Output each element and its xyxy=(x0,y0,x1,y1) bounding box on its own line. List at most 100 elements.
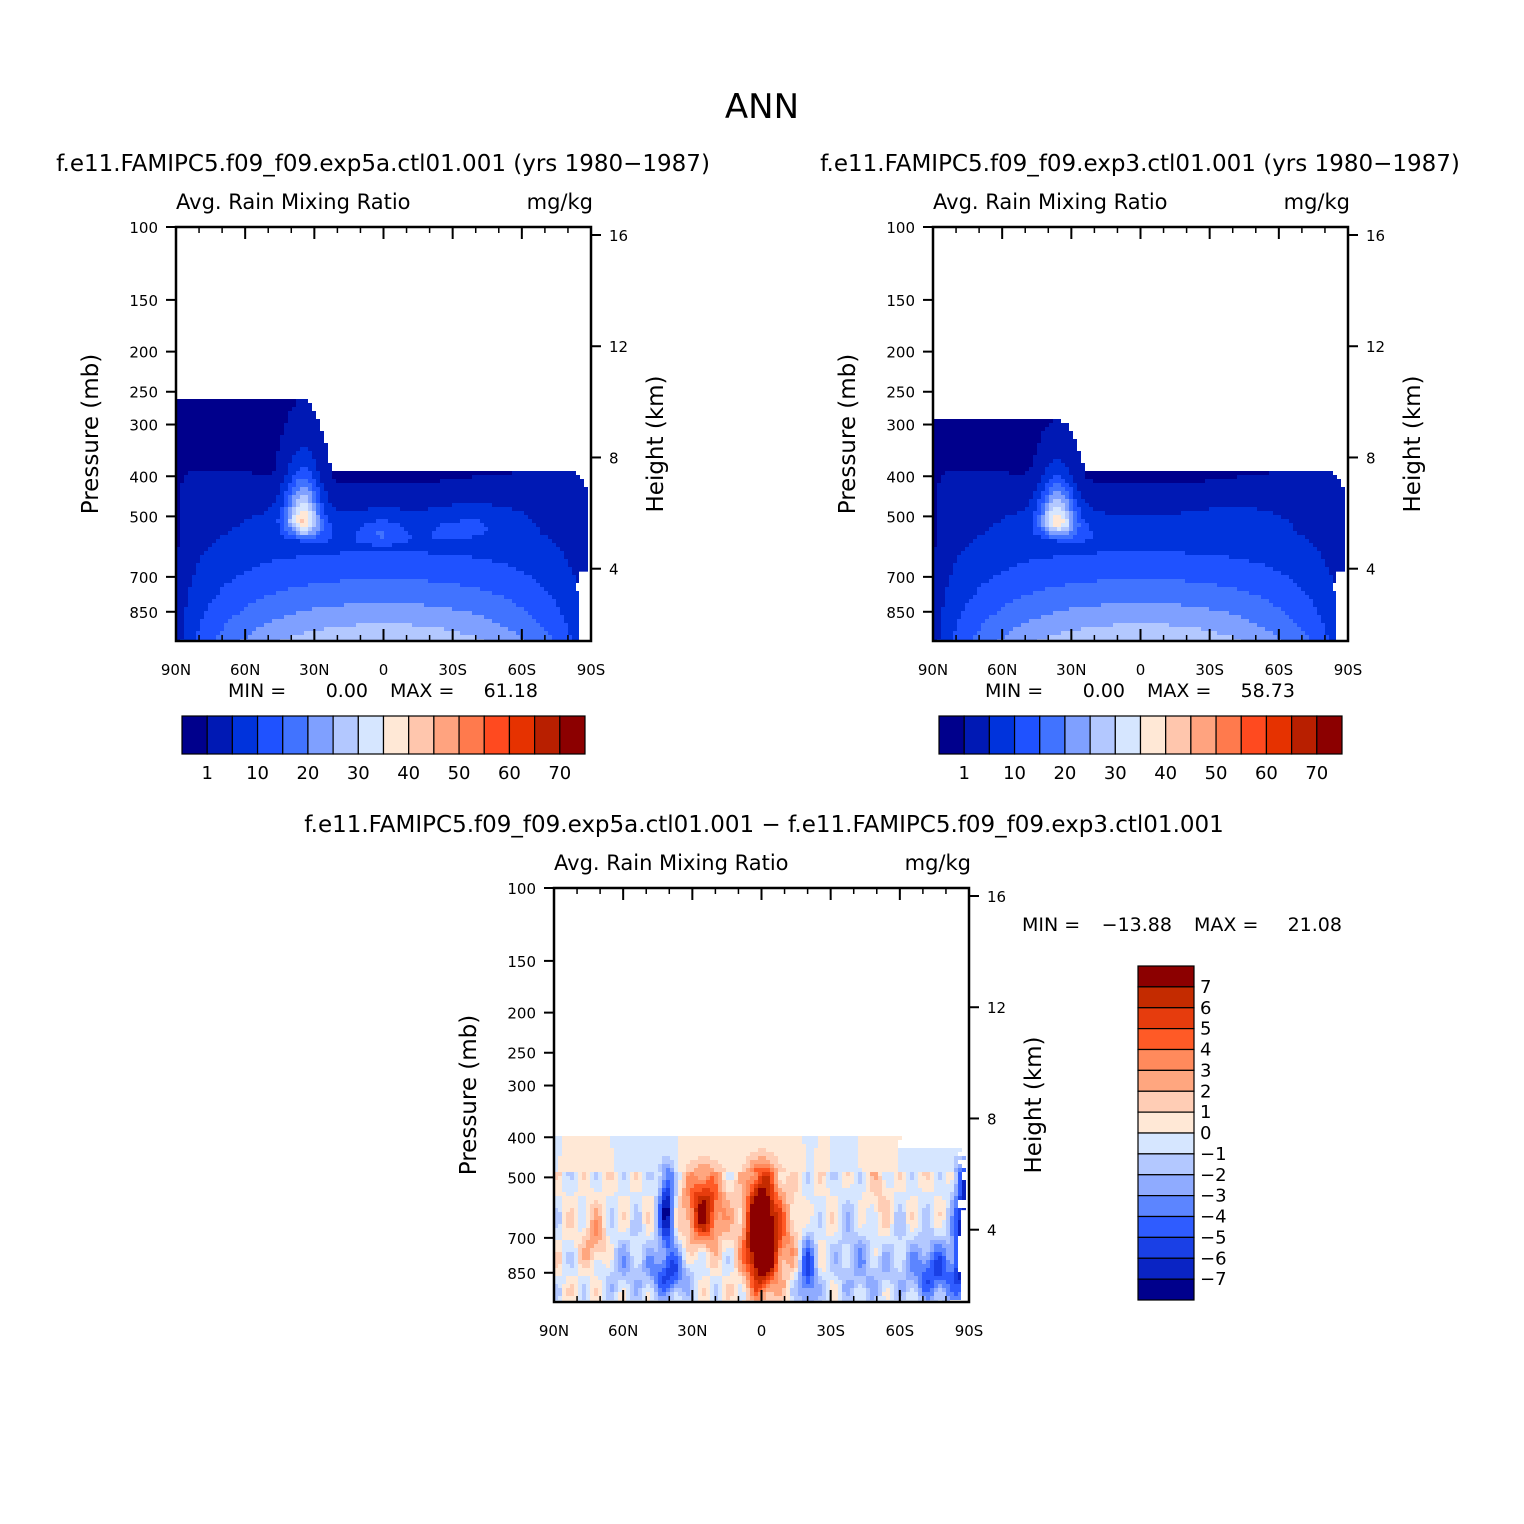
field-cell xyxy=(746,1216,750,1220)
field-cell xyxy=(806,1176,810,1180)
field-cell xyxy=(678,1136,802,1140)
field-cell xyxy=(1113,623,1169,627)
field-cell xyxy=(798,1172,802,1176)
field-cell xyxy=(814,1176,818,1180)
field-cell xyxy=(934,1188,954,1192)
field-cell xyxy=(1069,507,1073,511)
field-cell xyxy=(746,1212,750,1216)
field-cell xyxy=(312,511,316,515)
field-cell xyxy=(568,563,588,567)
field-cell xyxy=(424,603,516,607)
field-cell xyxy=(568,559,588,563)
field-cell xyxy=(802,1252,806,1256)
field-cell xyxy=(710,1256,722,1260)
field-cell xyxy=(894,1248,906,1252)
field-cell xyxy=(770,1188,774,1192)
field-cell xyxy=(906,1280,914,1284)
field-cell xyxy=(730,1296,738,1300)
field-cell xyxy=(654,1236,658,1240)
field-cell xyxy=(838,1204,842,1208)
plot-title: Avg. Rain Mixing Ratio xyxy=(176,190,411,214)
field-cell xyxy=(806,1224,818,1228)
field-cell xyxy=(790,1220,794,1224)
field-cell xyxy=(710,1268,722,1272)
field-cell xyxy=(292,499,296,503)
field-cell xyxy=(933,443,1037,447)
field-cell xyxy=(910,1288,914,1292)
field-cell xyxy=(562,1148,614,1152)
field-cell xyxy=(714,1292,718,1296)
field-cell xyxy=(714,1216,718,1220)
field-cell xyxy=(742,1212,746,1216)
y-tick-label: 400 xyxy=(129,468,158,486)
field-cell xyxy=(742,1244,746,1248)
field-cell xyxy=(276,459,292,463)
field-cell xyxy=(918,1172,922,1176)
field-cell xyxy=(722,1188,726,1192)
field-cell xyxy=(718,1240,722,1244)
field-cell xyxy=(858,1180,862,1184)
field-cell xyxy=(548,631,568,635)
field-cell xyxy=(582,1172,586,1176)
field-cell xyxy=(1045,471,1069,475)
field-cell xyxy=(356,539,408,543)
max-value: 61.18 xyxy=(484,680,538,702)
field-cell xyxy=(922,1216,930,1220)
field-cell xyxy=(554,1208,558,1212)
field-cell xyxy=(610,1216,614,1220)
field-cell xyxy=(842,1208,854,1212)
field-cell xyxy=(296,527,300,531)
field-cell xyxy=(654,1196,658,1200)
field-cell xyxy=(962,1156,966,1160)
field-cell xyxy=(738,1240,742,1244)
field-cell xyxy=(958,1216,962,1220)
field-cell xyxy=(938,1176,942,1180)
colorbar-label: 10 xyxy=(246,763,269,784)
field-cell xyxy=(838,1296,842,1300)
field-cell xyxy=(770,1192,774,1196)
field-cell xyxy=(698,1280,710,1284)
field-cell xyxy=(941,607,965,611)
field-cell xyxy=(914,1228,922,1232)
field-cell xyxy=(810,1236,814,1240)
field-cell xyxy=(670,1224,674,1228)
field-cell xyxy=(586,1200,594,1204)
field-cell xyxy=(308,519,312,523)
field-cell xyxy=(858,1224,862,1228)
field-cell xyxy=(308,479,316,483)
field-cell xyxy=(794,1252,798,1256)
field-cell xyxy=(758,1176,762,1180)
field-cell xyxy=(554,1220,562,1224)
field-cell xyxy=(834,1280,842,1284)
field-cell xyxy=(654,1200,658,1204)
field-cell xyxy=(746,1184,750,1188)
field-cell xyxy=(946,1264,954,1268)
field-cell xyxy=(578,1216,586,1220)
field-cell xyxy=(658,1200,662,1204)
field-cell xyxy=(937,483,1037,487)
field-cell xyxy=(590,1256,594,1260)
field-cell xyxy=(288,519,292,523)
colorbar-swatch xyxy=(508,715,536,755)
min-value: 0.00 xyxy=(326,680,368,702)
field-cell xyxy=(950,1240,954,1244)
field-cell xyxy=(950,1196,954,1200)
field-cell xyxy=(1065,503,1069,507)
field-cell xyxy=(236,575,532,579)
field-cell xyxy=(706,1216,710,1220)
field-cell xyxy=(1065,495,1069,499)
field-cell xyxy=(933,523,937,527)
field-cell xyxy=(814,1212,818,1216)
field-cell xyxy=(730,1200,742,1204)
subtitle-right: f.e11.FAMIPC5.f09_f09.exp3.ctl01.001 (yr… xyxy=(820,151,1460,177)
colorbar-swatch xyxy=(181,715,208,755)
field-cell xyxy=(460,631,516,635)
field-cell xyxy=(598,1176,602,1180)
field-cell xyxy=(882,1248,894,1252)
field-cell xyxy=(1073,523,1081,527)
field-cell xyxy=(698,1228,702,1232)
field-cell xyxy=(786,1200,794,1204)
field-cell xyxy=(838,1212,842,1216)
field-cell xyxy=(586,1228,590,1232)
field-cell xyxy=(384,535,412,539)
